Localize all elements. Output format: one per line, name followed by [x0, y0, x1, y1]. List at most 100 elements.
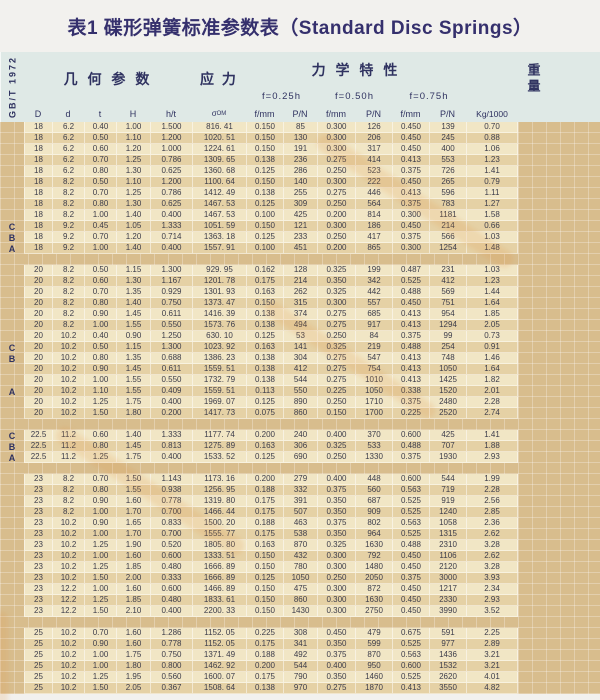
cell-p-025h: 341 — [283, 639, 317, 650]
cell-t: 0.80 — [84, 298, 116, 309]
cell-p-075h: 412 — [429, 276, 466, 287]
cell-h-t: 0.813 — [150, 441, 192, 452]
cell-sigma-om: 1417. 73 — [192, 408, 246, 419]
cell-kg-1000: 2.36 — [466, 518, 518, 529]
cell-kg-1000: 1.11 — [466, 188, 518, 199]
cell-h-t: 0.600 — [150, 584, 192, 595]
cell-p-075h: 544 — [429, 474, 466, 485]
table-row: 25 10.2 1.00 1.80 0.800 1462. 92 0.200 544 0.400… — [0, 661, 600, 672]
cell-t: 0.70 — [84, 232, 116, 243]
cell-p-050h: 417 — [355, 232, 392, 243]
cell-p-025h: 970 — [283, 683, 317, 694]
table-row: 23 10.2 1.25 1.90 0.520 1805. 80 0.163 870 0.325… — [0, 540, 600, 551]
header-weight-group: 重量 — [525, 62, 541, 95]
col-header-fmm-025: f/mm — [254, 108, 275, 119]
cell-d: 10.2 — [52, 397, 84, 408]
cell-d: 6.2 — [52, 144, 84, 155]
cell-H: 1.70 — [116, 507, 150, 518]
cell-series-mark — [0, 177, 24, 188]
row-right-margin — [518, 210, 600, 221]
cell-f-050h: 0.300 — [317, 221, 355, 232]
table-row: 18 8.2 0.50 1.10 1.200 1100. 64 0.150 140 0.300 2… — [0, 177, 600, 188]
cell-p-025h: 1430 — [283, 606, 317, 617]
row-right-margin — [518, 177, 600, 188]
cell-p-075h: 566 — [429, 232, 466, 243]
cell-kg-1000: 1.23 — [466, 276, 518, 287]
cell-f-050h: 0.275 — [317, 364, 355, 375]
table-row: 20 8.2 0.70 1.35 0.929 1301. 93 0.163 262 0.325 4… — [0, 287, 600, 298]
cell-D: 20 — [24, 375, 52, 386]
cell-p-050h: 1710 — [355, 397, 392, 408]
cell-H: 1.85 — [116, 562, 150, 573]
cell-d: 8.2 — [52, 507, 84, 518]
table-row: 18 6.2 0.40 1.00 1.500 816. 41 0.150 85 0.300 126… — [0, 122, 600, 133]
cell-p-050h: 1630 — [355, 595, 392, 606]
cell-kg-1000: 1.64 — [466, 298, 518, 309]
cell-d: 8.2 — [52, 199, 84, 210]
cell-f-075h: 0.525 — [392, 276, 429, 287]
cell-kg-1000: 4.82 — [466, 683, 518, 694]
cell-d: 8.2 — [52, 287, 84, 298]
cell-sigma-om: 1467. 53 — [192, 199, 246, 210]
cell-sigma-om: 1600. 07 — [192, 672, 246, 683]
cell-f-075h: 0.413 — [392, 364, 429, 375]
cell-d: 6.2 — [52, 122, 84, 133]
cell-p-050h: 792 — [355, 551, 392, 562]
cell-D: 18 — [24, 199, 52, 210]
cell-h-t: 1.200 — [150, 133, 192, 144]
table-header: GB/T 1972 几 何 参 数 应 力 力 学 特 性 重量 f=0.25h… — [0, 52, 600, 122]
cell-f-025h: 0.200 — [246, 430, 283, 441]
cell-H: 1.40 — [116, 430, 150, 441]
row-right-margin — [518, 661, 600, 672]
cell-f-075h: 0.450 — [392, 562, 429, 573]
cell-f-025h: 0.150 — [246, 551, 283, 562]
table-row: 20 10.2 1.00 1.55 0.550 1732. 79 0.138 544 0.275… — [0, 375, 600, 386]
cell-p-075h: 425 — [429, 430, 466, 441]
row-right-margin — [518, 309, 600, 320]
table-row: 23 8.2 1.00 1.70 0.700 1466. 44 0.175 507 0.350 9… — [0, 507, 600, 518]
cell-p-050h: 186 — [355, 221, 392, 232]
cell-f-050h: 0.250 — [317, 232, 355, 243]
cell-p-075h: 2480 — [429, 397, 466, 408]
cell-d: 8.2 — [52, 474, 84, 485]
cell-series-mark: B — [8, 441, 16, 452]
cell-p-075h: 1050 — [429, 364, 466, 375]
cell-f-075h: 0.600 — [392, 430, 429, 441]
cell-series-mark — [0, 331, 24, 342]
cell-p-075h: 1240 — [429, 507, 466, 518]
cell-series-mark — [0, 672, 24, 683]
cell-t: 0.60 — [84, 144, 116, 155]
cell-f-050h: 0.200 — [317, 243, 355, 254]
cell-f-025h: 0.150 — [246, 298, 283, 309]
cell-kg-1000: 1.64 — [466, 364, 518, 375]
cell-p-025h: 233 — [283, 232, 317, 243]
cell-sigma-om: 929. 95 — [192, 265, 246, 276]
cell-sigma-om: 1201. 78 — [192, 276, 246, 287]
cell-f-075h: 0.338 — [392, 386, 429, 397]
cell-h-t: 0.611 — [150, 364, 192, 375]
cell-p-025h: 507 — [283, 507, 317, 518]
cell-H: 1.40 — [116, 243, 150, 254]
cell-D: 18 — [24, 177, 52, 188]
cell-p-075h: 2620 — [429, 672, 466, 683]
cell-f-025h: 0.125 — [246, 232, 283, 243]
cell-f-025h: 0.138 — [246, 320, 283, 331]
cell-f-025h: 0.163 — [246, 342, 283, 353]
cell-f-025h: 0.138 — [246, 309, 283, 320]
cell-h-t: 0.333 — [150, 573, 192, 584]
cell-D: 23 — [24, 551, 52, 562]
cell-f-050h: 0.375 — [317, 650, 355, 661]
cell-kg-1000: 1.46 — [466, 353, 518, 364]
row-right-margin — [518, 199, 600, 210]
cell-D: 23 — [24, 529, 52, 540]
cell-f-050h: 0.350 — [317, 276, 355, 287]
cell-sigma-om: 1152. 05 — [192, 639, 246, 650]
cell-t: 0.80 — [84, 441, 116, 452]
cell-h-t: 0.409 — [150, 386, 192, 397]
cell-sigma-om: 1152. 05 — [192, 628, 246, 639]
cell-H: 1.70 — [116, 529, 150, 540]
cell-d: 10.2 — [52, 529, 84, 540]
table-row: B 20 10.2 0.80 1.35 0.688 1386. 23 0.138 304 0.27… — [0, 353, 600, 364]
cell-f-050h: 0.350 — [317, 496, 355, 507]
cell-D: 23 — [24, 496, 52, 507]
